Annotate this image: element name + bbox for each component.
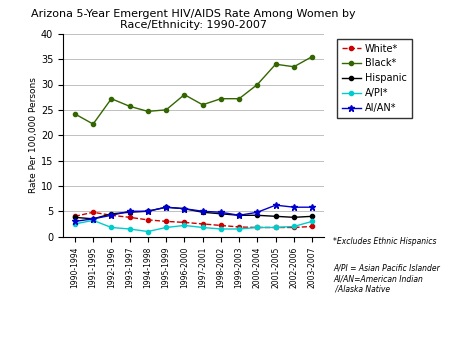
Text: *Excludes Ethnic Hispanics: *Excludes Ethnic Hispanics (333, 237, 436, 246)
A/PI* (90, 218, 96, 222)
Hispanic (90, 217, 96, 221)
Line: Hispanic: Hispanic (73, 205, 314, 221)
Black* (90, 122, 96, 126)
A/PI* (218, 227, 224, 231)
A/PI* (108, 225, 114, 230)
Hispanic (218, 212, 224, 216)
AI/AN* (90, 217, 96, 221)
Hispanic (182, 207, 187, 211)
Hispanic (145, 209, 151, 213)
A/PI* (163, 225, 169, 230)
Line: A/PI*: A/PI* (73, 218, 314, 234)
A/PI* (145, 230, 151, 234)
AI/AN* (145, 209, 151, 213)
Hispanic (108, 212, 114, 216)
Black* (310, 55, 315, 59)
White* (163, 219, 169, 223)
AI/AN* (127, 209, 132, 213)
A/PI* (273, 225, 279, 230)
AI/AN* (236, 213, 242, 217)
Hispanic (273, 214, 279, 218)
AI/AN* (182, 207, 187, 211)
A/PI* (255, 225, 260, 230)
Line: White*: White* (73, 210, 314, 230)
Legend: White*, Black*, Hispanic, A/PI*, AI/AN*: White*, Black*, Hispanic, A/PI*, AI/AN* (337, 39, 412, 118)
Title: Arizona 5-Year Emergent HIV/AIDS Rate Among Women by
Race/Ethnicity: 1990-2007: Arizona 5-Year Emergent HIV/AIDS Rate Am… (31, 9, 356, 30)
White* (182, 220, 187, 224)
Line: Black*: Black* (73, 54, 314, 126)
AI/AN* (310, 205, 315, 209)
White* (236, 225, 242, 229)
Hispanic (255, 213, 260, 217)
Hispanic (163, 205, 169, 209)
AI/AN* (200, 209, 205, 213)
Black* (200, 103, 205, 107)
Black* (273, 62, 279, 66)
Black* (291, 65, 297, 69)
Hispanic (200, 210, 205, 214)
Black* (163, 108, 169, 112)
Text: A/PI = Asian Pacific Islander
AI/AN=American Indian
 /Alaska Native: A/PI = Asian Pacific Islander AI/AN=Amer… (333, 264, 440, 293)
Black* (182, 93, 187, 97)
White* (200, 222, 205, 226)
Hispanic (291, 215, 297, 219)
A/PI* (127, 227, 132, 231)
AI/AN* (72, 219, 77, 223)
AI/AN* (291, 205, 297, 209)
A/PI* (291, 224, 297, 228)
Black* (72, 112, 77, 116)
Hispanic (127, 210, 132, 214)
White* (310, 224, 315, 228)
A/PI* (310, 219, 315, 223)
White* (291, 225, 297, 230)
AI/AN* (108, 213, 114, 217)
White* (90, 210, 96, 214)
Hispanic (310, 214, 315, 218)
Line: AI/AN*: AI/AN* (72, 202, 315, 225)
White* (273, 225, 279, 230)
White* (218, 223, 224, 227)
White* (145, 218, 151, 222)
A/PI* (200, 225, 205, 230)
Black* (127, 104, 132, 108)
White* (127, 215, 132, 219)
Y-axis label: Rate Per 100,000 Persons: Rate Per 100,000 Persons (29, 77, 38, 193)
Black* (236, 97, 242, 101)
A/PI* (236, 227, 242, 231)
Black* (108, 97, 114, 101)
AI/AN* (273, 203, 279, 207)
Black* (255, 82, 260, 87)
AI/AN* (163, 205, 169, 209)
White* (255, 225, 260, 230)
Black* (145, 110, 151, 114)
White* (72, 214, 77, 218)
A/PI* (182, 223, 187, 227)
AI/AN* (218, 210, 224, 214)
AI/AN* (255, 210, 260, 214)
Black* (218, 97, 224, 101)
Hispanic (236, 213, 242, 217)
Hispanic (72, 215, 77, 219)
White* (108, 213, 114, 217)
A/PI* (72, 222, 77, 226)
